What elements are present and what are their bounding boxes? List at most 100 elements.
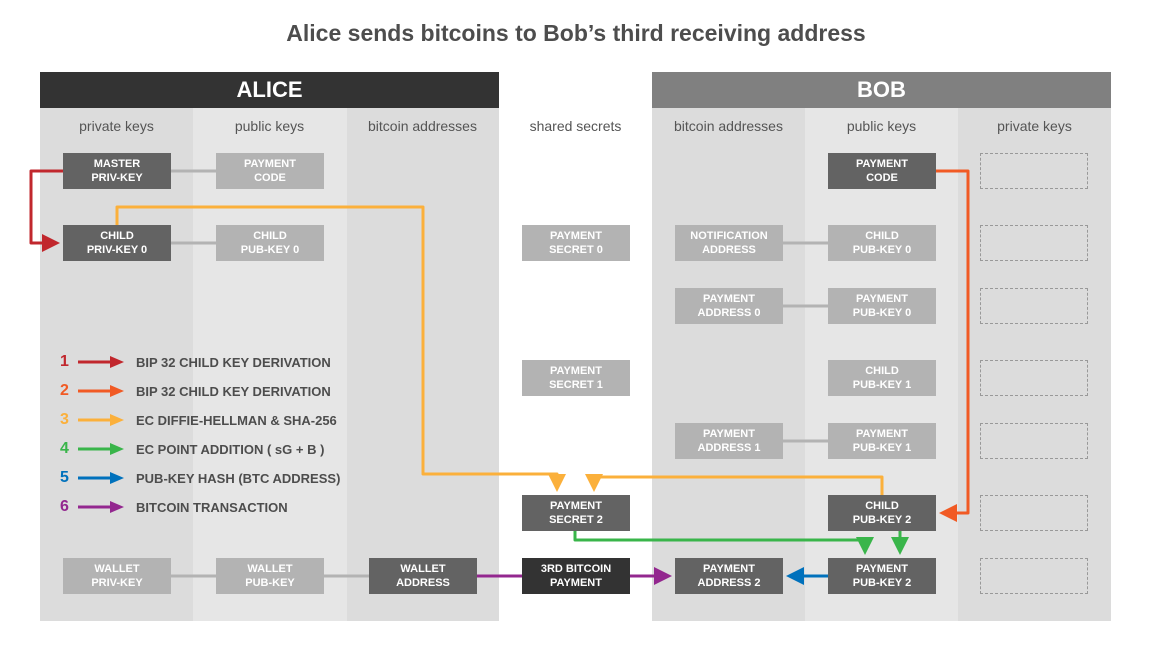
box-line: ADDRESS 1	[697, 442, 761, 454]
box-line: PUB-KEY 0	[852, 307, 912, 319]
legend-label: BIP 32 CHILD KEY DERIVATION	[136, 383, 331, 399]
private-key-placeholder	[980, 495, 1088, 531]
orange-arrow	[936, 169, 970, 522]
payment-pub-key-0-box: PAYMENT PUB-KEY 0	[828, 288, 936, 324]
private-key-placeholder	[980, 288, 1088, 324]
red-arrow	[29, 169, 63, 252]
box-line: PUB-KEY 2	[852, 514, 912, 526]
box-line: CODE	[866, 172, 898, 184]
box-line: PUB-KEY 0	[852, 244, 912, 256]
third-bitcoin-payment-box: 3RD BITCOIN PAYMENT	[522, 558, 630, 594]
child-priv-key-0-box: CHILD PRIV-KEY 0	[63, 225, 171, 261]
yellow-arrow-alice	[115, 205, 566, 492]
private-key-placeholder	[980, 423, 1088, 459]
box-line: CODE	[254, 172, 286, 184]
column-heading: bitcoin addresses	[674, 118, 783, 134]
box-line: PUB-KEY	[245, 577, 295, 589]
box-line: SECRET 1	[549, 379, 603, 391]
legend-arrow-icon	[78, 443, 124, 455]
legend-arrow-icon	[78, 472, 124, 484]
alice-header: ALICE	[40, 72, 499, 108]
private-key-placeholder	[980, 558, 1088, 594]
box-line: PUB-KEY 0	[240, 244, 300, 256]
box-line: SECRET 2	[549, 514, 603, 526]
box-line: WALLET	[400, 563, 446, 575]
green-arrow-secret	[573, 531, 874, 555]
box-line: PAYMENT	[703, 293, 755, 305]
legend-label: BIP 32 CHILD KEY DERIVATION	[136, 354, 331, 370]
legend-label: BITCOIN TRANSACTION	[136, 499, 288, 515]
box-line: ADDRESS 0	[697, 307, 761, 319]
box-line: 3RD BITCOIN	[540, 563, 612, 575]
wallet-pub-key-box: WALLET PUB-KEY	[216, 558, 324, 594]
box-line: ADDRESS	[702, 244, 756, 256]
box-line: WALLET	[247, 563, 293, 575]
box-line: PAYMENT	[550, 365, 602, 377]
alice-payment-code-box: PAYMENT CODE	[216, 153, 324, 189]
column-heading: private keys	[997, 118, 1072, 134]
box-line: PAYMENT	[856, 563, 908, 575]
box-line: PUB-KEY 1	[852, 442, 912, 454]
column-heading: shared secrets	[529, 118, 622, 134]
column-heading: public keys	[846, 118, 917, 134]
legend-item: 5 PUB-KEY HASH (BTC ADDRESS)	[60, 469, 340, 487]
wallet-priv-key-box: WALLET PRIV-KEY	[63, 558, 171, 594]
payment-secret-0-box: PAYMENT SECRET 0	[522, 225, 630, 261]
bob-payment-code-box: PAYMENT CODE	[828, 153, 936, 189]
box-line: PAYMENT	[856, 293, 908, 305]
box-line: CHILD	[865, 365, 899, 377]
legend-arrow-icon	[78, 501, 124, 513]
master-priv-key-box: MASTER PRIV-KEY	[63, 153, 171, 189]
box-line: PAYMENT	[703, 428, 755, 440]
box-line: CHILD	[865, 500, 899, 512]
bob-private-column	[958, 108, 1111, 621]
bob-child-pub-key-2-box: CHILD PUB-KEY 2	[828, 495, 936, 531]
column-heading: public keys	[234, 118, 305, 134]
bob-address-column	[652, 108, 805, 621]
diagram-title: Alice sends bitcoins to Bob’s third rece…	[286, 20, 866, 46]
box-line: MASTER	[93, 158, 141, 170]
legend-number: 3	[60, 411, 69, 428]
box-line: PAYMENT	[550, 230, 602, 242]
legend-number: 6	[60, 498, 69, 515]
legend-item: 3 EC DIFFIE-HELLMAN & SHA-256	[60, 411, 337, 429]
legend-number: 5	[60, 469, 69, 486]
legend-number: 4	[60, 440, 69, 457]
box-line: NOTIFICATION	[690, 230, 768, 242]
column-heading: private keys	[79, 118, 154, 134]
alice-child-pub-key-0-box: CHILD PUB-KEY 0	[216, 225, 324, 261]
box-line: PRIV-KEY	[91, 172, 143, 184]
private-key-placeholder	[980, 225, 1088, 261]
payment-address-1-box: PAYMENT ADDRESS 1	[675, 423, 783, 459]
box-line: PAYMENT	[244, 158, 296, 170]
payment-address-2-box: PAYMENT ADDRESS 2	[675, 558, 783, 594]
box-line: PAYMENT	[856, 428, 908, 440]
box-line: PAYMENT	[550, 577, 602, 589]
legend-number: 1	[60, 353, 69, 370]
private-key-placeholder	[980, 360, 1088, 396]
yellow-arrow-bob	[585, 474, 884, 495]
legend-arrow-icon	[78, 356, 124, 368]
payment-pub-key-2-box: PAYMENT PUB-KEY 2	[828, 558, 936, 594]
legend-number: 2	[60, 382, 69, 399]
box-line: CHILD	[865, 230, 899, 242]
box-line: CHILD	[253, 230, 287, 242]
legend-label: EC POINT ADDITION ( sG + B )	[136, 441, 325, 457]
bob-child-pub-key-1-box: CHILD PUB-KEY 1	[828, 360, 936, 396]
legend-label: EC DIFFIE-HELLMAN & SHA-256	[136, 412, 337, 428]
payment-secret-1-box: PAYMENT SECRET 1	[522, 360, 630, 396]
legend-arrow-icon	[78, 385, 124, 397]
bob-header: BOB	[652, 72, 1111, 108]
legend-item: 6 BITCOIN TRANSACTION	[60, 498, 288, 516]
box-line: CHILD	[100, 230, 134, 242]
box-line: PRIV-KEY	[91, 577, 143, 589]
payment-pub-key-1-box: PAYMENT PUB-KEY 1	[828, 423, 936, 459]
box-line: PAYMENT	[856, 158, 908, 170]
legend-arrow-icon	[78, 414, 124, 426]
box-line: SECRET 0	[549, 244, 603, 256]
wallet-address-box: WALLET ADDRESS	[369, 558, 477, 594]
legend-item: 4 EC POINT ADDITION ( sG + B )	[60, 440, 324, 458]
column-heading: bitcoin addresses	[368, 118, 477, 134]
payment-address-0-box: PAYMENT ADDRESS 0	[675, 288, 783, 324]
